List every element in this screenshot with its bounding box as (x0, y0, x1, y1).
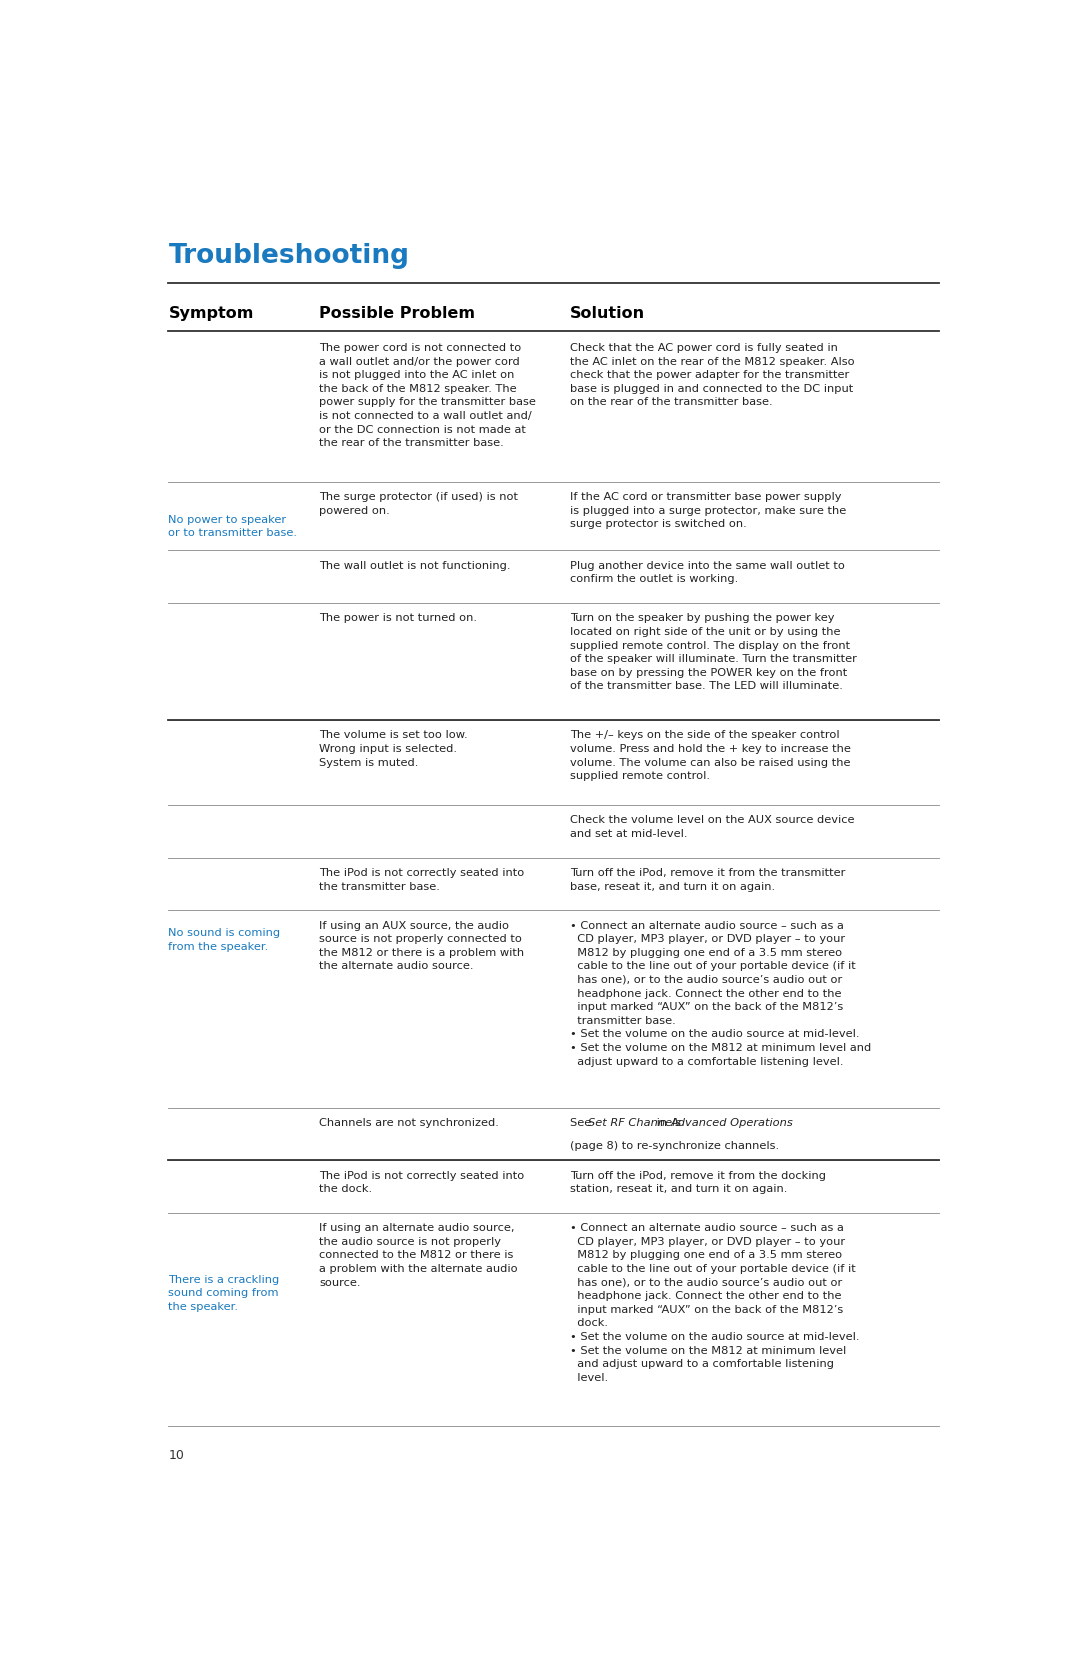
Text: Advanced Operations: Advanced Operations (671, 1118, 793, 1128)
Text: Plug another device into the same wall outlet to
confirm the outlet is working.: Plug another device into the same wall o… (570, 561, 846, 584)
Text: The wall outlet is not functioning.: The wall outlet is not functioning. (320, 561, 511, 571)
Text: If the AC cord or transmitter base power supply
is plugged into a surge protecto: If the AC cord or transmitter base power… (570, 492, 847, 529)
Text: (page 8) to re-synchronize channels.: (page 8) to re-synchronize channels. (570, 1142, 780, 1152)
Text: The iPod is not correctly seated into
the dock.: The iPod is not correctly seated into th… (320, 1170, 525, 1193)
Text: No power to speaker
or to transmitter base.: No power to speaker or to transmitter ba… (168, 514, 297, 537)
Text: No sound is coming
from the speaker.: No sound is coming from the speaker. (168, 928, 281, 951)
Text: Turn off the iPod, remove it from the transmitter
base, reseat it, and turn it o: Turn off the iPod, remove it from the tr… (570, 868, 846, 891)
Text: Set RF Channels: Set RF Channels (588, 1118, 680, 1128)
Text: There is a crackling
sound coming from
the speaker.: There is a crackling sound coming from t… (168, 1275, 280, 1312)
Text: The volume is set too low.
Wrong input is selected.
System is muted.: The volume is set too low. Wrong input i… (320, 731, 468, 768)
Text: The surge protector (if used) is not
powered on.: The surge protector (if used) is not pow… (320, 492, 518, 516)
Text: • Connect an alternate audio source – such as a
  CD player, MP3 player, or DVD : • Connect an alternate audio source – su… (570, 921, 872, 1066)
Text: The power cord is not connected to
a wall outlet and/or the power cord
is not pl: The power cord is not connected to a wal… (320, 342, 536, 449)
Text: The power is not turned on.: The power is not turned on. (320, 614, 477, 624)
Text: Troubleshooting: Troubleshooting (168, 242, 409, 269)
Text: If using an alternate audio source,
the audio source is not properly
connected t: If using an alternate audio source, the … (320, 1223, 517, 1288)
Text: Turn on the speaker by pushing the power key
located on right side of the unit o: Turn on the speaker by pushing the power… (570, 614, 858, 691)
Text: • Connect an alternate audio source – such as a
  CD player, MP3 player, or DVD : • Connect an alternate audio source – su… (570, 1223, 860, 1384)
Text: Symptom: Symptom (168, 305, 254, 320)
Text: 10: 10 (168, 1449, 185, 1462)
Text: If using an AUX source, the audio
source is not properly connected to
the M812 o: If using an AUX source, the audio source… (320, 921, 524, 971)
Text: Check the volume level on the AUX source device
and set at mid-level.: Check the volume level on the AUX source… (570, 814, 854, 840)
Text: Channels are not synchronized.: Channels are not synchronized. (320, 1118, 499, 1128)
Text: Possible Problem: Possible Problem (320, 305, 475, 320)
Text: The iPod is not correctly seated into
the transmitter base.: The iPod is not correctly seated into th… (320, 868, 525, 891)
Text: in: in (653, 1118, 671, 1128)
Text: The +/– keys on the side of the speaker control
volume. Press and hold the + key: The +/– keys on the side of the speaker … (570, 731, 851, 781)
Text: Check that the AC power cord is fully seated in
the AC inlet on the rear of the : Check that the AC power cord is fully se… (570, 342, 855, 407)
Text: Solution: Solution (570, 305, 646, 320)
Text: Turn off the iPod, remove it from the docking
station, reseat it, and turn it on: Turn off the iPod, remove it from the do… (570, 1170, 826, 1193)
Text: See: See (570, 1118, 595, 1128)
